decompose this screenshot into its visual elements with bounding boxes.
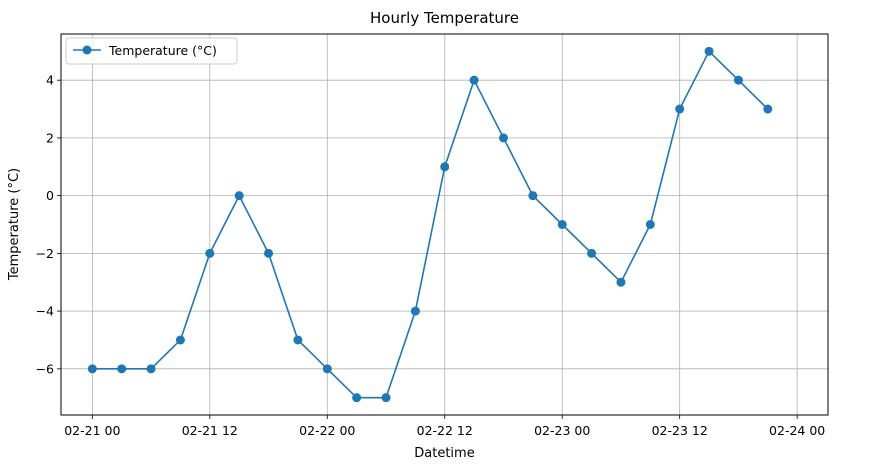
data-point bbox=[675, 104, 685, 114]
data-point bbox=[117, 364, 127, 374]
data-point bbox=[616, 277, 626, 287]
legend-box bbox=[65, 37, 238, 65]
data-point bbox=[469, 75, 479, 85]
y-tick-label: 4 bbox=[46, 73, 54, 88]
data-point bbox=[264, 248, 274, 258]
x-tick-label: 02-23 00 bbox=[534, 423, 590, 438]
data-point bbox=[146, 364, 156, 374]
data-point bbox=[733, 75, 743, 85]
data-point bbox=[322, 364, 332, 374]
data-point bbox=[587, 248, 597, 258]
data-point bbox=[234, 191, 244, 201]
y-tick-label: 0 bbox=[46, 188, 54, 203]
data-point bbox=[528, 191, 538, 201]
x-tick-label: 02-24 00 bbox=[769, 423, 825, 438]
y-tick-label: 2 bbox=[46, 130, 54, 145]
x-axis-label: Datetime bbox=[414, 446, 474, 461]
chart-title: Hourly Temperature bbox=[370, 9, 519, 27]
legend-label: Temperature (°C) bbox=[108, 43, 217, 58]
data-point bbox=[87, 364, 97, 374]
legend: Temperature (°C) bbox=[65, 37, 238, 65]
data-point bbox=[557, 220, 567, 229]
data-point bbox=[175, 335, 185, 345]
y-axis-label: Temperature (°C) bbox=[7, 168, 22, 281]
x-tick-label: 02-21 12 bbox=[182, 423, 238, 438]
y-tick-label: −6 bbox=[36, 361, 54, 376]
data-point bbox=[352, 393, 362, 403]
data-point bbox=[498, 133, 508, 143]
data-point bbox=[205, 248, 215, 258]
data-point bbox=[440, 162, 450, 172]
data-point bbox=[410, 306, 420, 316]
x-tick-label: 02-22 00 bbox=[299, 423, 355, 438]
data-point bbox=[645, 220, 655, 229]
x-tick-label: 02-22 12 bbox=[417, 423, 473, 438]
data-point bbox=[381, 393, 391, 403]
data-point bbox=[293, 335, 303, 345]
x-tick-label: 02-23 12 bbox=[652, 423, 708, 438]
y-tick-label: −4 bbox=[36, 304, 54, 319]
series-line bbox=[92, 50, 769, 399]
data-point bbox=[704, 46, 714, 56]
y-tick-label: −2 bbox=[36, 246, 54, 261]
x-tick-label: 02-21 00 bbox=[64, 423, 120, 438]
data-series bbox=[87, 46, 773, 403]
data-point bbox=[763, 104, 773, 114]
axis-ticks: 02-21 00 02-21 12 02-22 00 02-22 12 02-23 00… bbox=[36, 73, 826, 438]
legend-marker-swatch bbox=[82, 45, 92, 55]
